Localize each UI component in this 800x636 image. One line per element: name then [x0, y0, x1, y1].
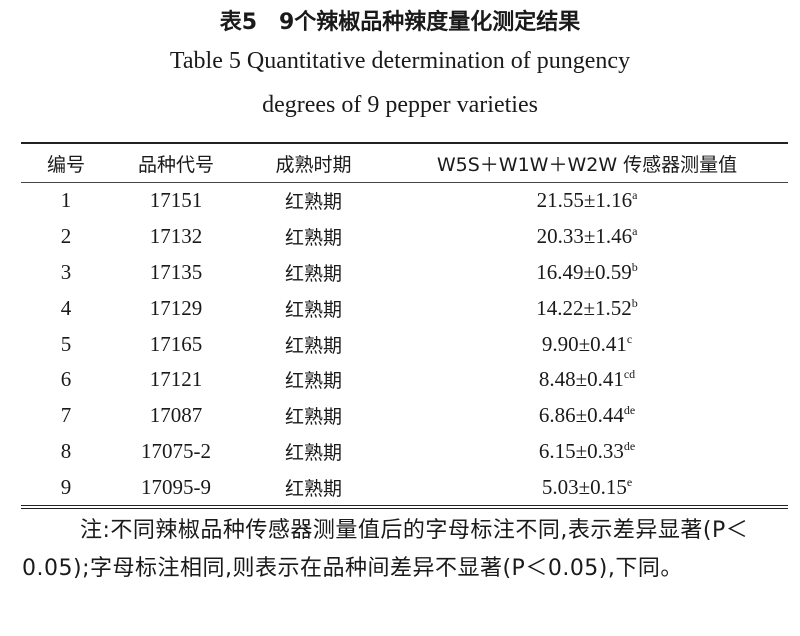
header-row: 编号 品种代号 成熟时期 W5S＋W1W＋W2W 传感器测量值: [21, 143, 788, 183]
table-title-cn: 表5 9个辣椒品种辣度量化测定结果: [219, 10, 581, 35]
header-no: 编号: [46, 153, 85, 176]
significance-letter: cd: [623, 367, 636, 382]
cell-stage: 红熟期: [284, 370, 342, 393]
value-text: 5.03±0.15: [541, 474, 627, 499]
cell-no: 2: [60, 224, 72, 249]
cell-stage: 红熟期: [284, 298, 342, 321]
cell-stage: 红熟期: [284, 334, 342, 357]
significance-letter: de: [623, 438, 636, 453]
cell-value: 14.22±1.52b: [386, 290, 788, 326]
cell-code: 17135: [149, 259, 203, 284]
cell-value: 6.15±0.33de: [386, 434, 788, 470]
cell-no: 3: [60, 259, 72, 284]
table-note: 注:不同辣椒品种传感器测量值后的字母标注不同,表示差异显著(P＜0.05);字母…: [22, 518, 749, 581]
table-row: 6 17121 红熟期 8.48±0.41cd: [21, 362, 788, 398]
table-row: 3 17135 红熟期 16.49±0.59b: [21, 255, 788, 291]
cell-value: 16.49±0.59b: [386, 255, 788, 291]
cell-code: 17132: [149, 224, 203, 249]
cell-stage: 红熟期: [284, 227, 342, 250]
significance-letter: b: [631, 295, 638, 310]
value-text: 21.55±1.16: [536, 188, 633, 213]
significance-letter: c: [626, 331, 633, 346]
cell-no: 9: [60, 474, 72, 499]
value-text: 6.86±0.44: [538, 403, 624, 428]
significance-letter: a: [632, 188, 638, 203]
value-text: 14.22±1.52: [536, 295, 632, 320]
table-row: 8 17075-2 红熟期 6.15±0.33de: [21, 434, 788, 470]
value-text: 8.48±0.41: [538, 367, 624, 392]
significance-letter: b: [631, 259, 638, 274]
cell-code: 17087: [149, 403, 203, 428]
cell-stage: 红熟期: [284, 406, 342, 429]
cell-stage: 红熟期: [284, 477, 342, 500]
table-title-en-line2: degrees of 9 pepper varieties: [262, 92, 538, 118]
cell-value: 5.03±0.15e: [386, 469, 788, 507]
cell-stage: 红熟期: [284, 262, 342, 285]
header-stage: 成熟时期: [275, 153, 352, 176]
header-value: W5S＋W1W＋W2W 传感器测量值: [436, 153, 738, 176]
cell-value: 8.48±0.41cd: [386, 362, 788, 398]
table-row: 2 17132 红熟期 20.33±1.46a: [21, 219, 788, 255]
cell-value: 20.33±1.46a: [386, 219, 788, 255]
value-text: 9.90±0.41: [541, 331, 627, 356]
cell-code: 17165: [149, 331, 203, 356]
cell-value: 21.55±1.16a: [386, 183, 788, 219]
cell-stage: 红熟期: [284, 441, 342, 464]
significance-letter: e: [626, 474, 633, 489]
value-text: 20.33±1.46: [536, 224, 633, 249]
table-row: 5 17165 红熟期 9.90±0.41c: [21, 326, 788, 362]
table-row: 4 17129 红熟期 14.22±1.52b: [21, 290, 788, 326]
cell-value: 6.86±0.44de: [386, 398, 788, 434]
significance-letter: de: [623, 403, 636, 418]
table-row: 1 17151 红熟期 21.55±1.16a: [21, 183, 788, 219]
header-code: 品种代号: [137, 153, 214, 176]
cell-no: 5: [60, 331, 72, 356]
data-table: 编号 品种代号 成熟时期 W5S＋W1W＋W2W 传感器测量值 1 17151 …: [21, 142, 788, 509]
cell-no: 6: [60, 367, 72, 392]
cell-value: 9.90±0.41c: [386, 326, 788, 362]
significance-letter: a: [632, 224, 638, 239]
value-text: 16.49±0.59: [536, 259, 632, 284]
cell-no: 4: [60, 295, 72, 320]
cell-code: 17075-2: [141, 438, 211, 463]
cell-code: 17129: [149, 295, 203, 320]
cell-stage: 红熟期: [284, 191, 342, 214]
table-title-en-line1: Table 5 Quantitative determination of pu…: [169, 48, 631, 74]
cell-code: 17121: [149, 367, 203, 392]
table-row: 7 17087 红熟期 6.86±0.44de: [21, 398, 788, 434]
cell-code: 17095-9: [141, 474, 211, 499]
cell-no: 8: [60, 438, 72, 463]
cell-no: 1: [60, 188, 72, 213]
cell-no: 7: [60, 403, 72, 428]
table-row: 9 17095-9 红熟期 5.03±0.15e: [21, 469, 788, 507]
cell-code: 17151: [149, 188, 203, 213]
value-text: 6.15±0.33: [538, 438, 624, 463]
